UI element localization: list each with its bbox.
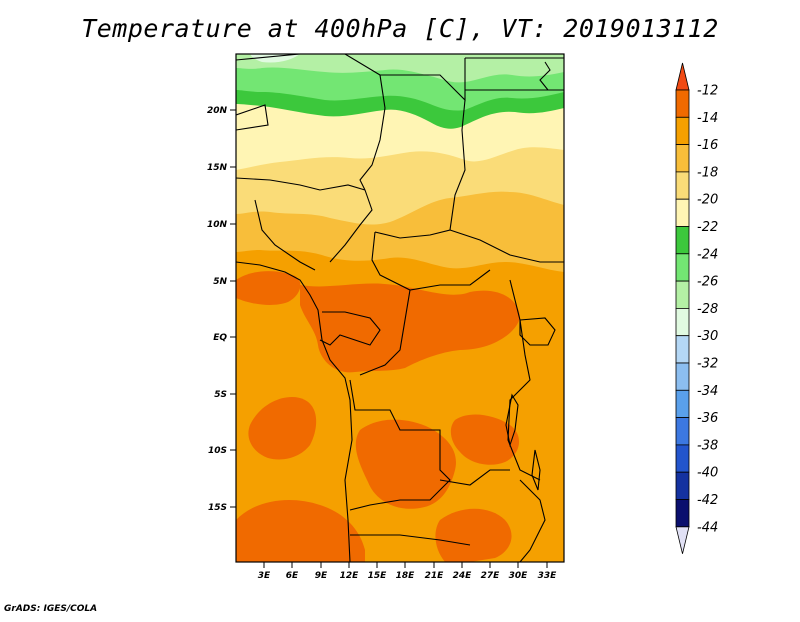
lat-label: 15N — [207, 163, 228, 173]
border-niger-west — [236, 104, 269, 131]
border-sudan-chad — [374, 99, 466, 239]
colorbar-swatch — [675, 335, 690, 364]
field-band-28-30 — [250, 54, 300, 63]
lat-label: 10S — [208, 446, 227, 456]
lon-label: 18E — [396, 571, 416, 581]
lat-label: 5S — [214, 390, 227, 400]
field-dark-patch-w — [236, 271, 301, 305]
colorbar-label: -36 — [697, 411, 718, 426]
border-south-sudan — [449, 229, 564, 263]
lon-label: 9E — [315, 571, 328, 581]
field-dark-patch-sw — [248, 397, 317, 460]
map-frame — [235, 53, 565, 563]
chart-title: Temperature at 400hPa [C], VT: 201901311… — [81, 14, 719, 43]
lat-label: EQ — [213, 333, 227, 343]
colorbar-swatch — [675, 253, 690, 282]
colorbar-bottom-arrow — [675, 526, 690, 554]
border-east-africa — [507, 279, 541, 481]
colorbar-label: -18 — [697, 165, 718, 180]
colorbar-label: -26 — [697, 275, 718, 290]
lon-label: 24E — [453, 571, 473, 581]
lon-label: 27E — [481, 571, 501, 581]
colorbar-label: -42 — [697, 493, 718, 508]
border-congo-drc — [359, 289, 411, 376]
field-band-26-28 — [236, 54, 564, 83]
lon-label: 12E — [340, 571, 360, 581]
colorbar-label: -40 — [697, 466, 718, 481]
colorbar-swatch — [675, 171, 690, 200]
border-nigeria-cameroon — [254, 199, 316, 271]
colorbar-label: -22 — [697, 220, 718, 235]
colorbar-swatch — [675, 471, 690, 500]
coastline-west — [236, 261, 353, 562]
colorbar-swatch — [675, 499, 690, 528]
colorbar-swatch — [675, 307, 690, 337]
grads-credit: GrADS: IGES/COLA — [4, 604, 98, 614]
lon-label: 33E — [538, 571, 558, 581]
lon-label: 30E — [509, 571, 529, 581]
lake-tanganyika — [505, 393, 519, 448]
border-angola — [349, 379, 451, 511]
temperature-field — [236, 54, 564, 562]
colorbar-swatch — [675, 389, 690, 418]
colorbar-label: -16 — [697, 138, 718, 153]
border-libya-chad — [236, 54, 386, 191]
lon-axis: 3E 6E 9E 12E 15E 18E 21E 24E 27E 30E 33E — [258, 562, 557, 581]
colorbar-label: -28 — [697, 302, 718, 317]
colorbar-swatch — [675, 280, 690, 309]
border-chad-cameroon — [329, 189, 373, 263]
border-niger-nigeria — [236, 177, 366, 191]
colorbar-swatch — [675, 89, 690, 118]
colorbar-swatch — [675, 144, 690, 173]
colorbar-swatch — [675, 226, 690, 255]
colorbar-swatch — [675, 116, 690, 146]
field-dark-patch-e — [450, 414, 520, 465]
colorbar-label: -30 — [697, 329, 718, 344]
border-namibia — [350, 534, 471, 546]
colorbar-label: -12 — [697, 84, 718, 99]
lon-label: 21E — [425, 571, 445, 581]
lat-axis: 20N 15N 10N 5N EQ 5S 10S 15S — [207, 106, 236, 513]
colorbar-label: -38 — [697, 438, 718, 453]
border-gabon — [319, 311, 381, 346]
border-zambia — [439, 469, 510, 486]
country-borders — [236, 54, 564, 562]
field-dark-patch-s1 — [355, 419, 456, 509]
colorbar-label: -14 — [697, 111, 718, 126]
colorbar-label: -32 — [697, 357, 718, 372]
colorbar-label: -34 — [697, 384, 718, 399]
field-dark-patch-s2 — [236, 500, 365, 562]
colorbar-label: -20 — [697, 193, 718, 208]
field-dark-patch-center — [300, 283, 520, 373]
border-egypt-sudan — [380, 58, 466, 102]
lake-victoria — [519, 317, 556, 346]
colorbar-top-arrow — [675, 62, 690, 91]
lat-label: 10N — [207, 220, 228, 230]
lon-label: 3E — [258, 571, 271, 581]
colorbar-swatch — [675, 444, 690, 473]
lat-label: 15S — [208, 503, 227, 513]
border-mozambique — [519, 479, 546, 562]
colorbar-label: -24 — [697, 247, 718, 262]
field-dark-patch-se — [435, 508, 512, 562]
lon-label: 15E — [368, 571, 388, 581]
lat-label: 20N — [207, 106, 228, 116]
colorbar: -12 -14 -16 -18 -20 -22 -24 -26 -28 -30 -32 -34 -36 -… — [675, 62, 718, 554]
colorbar-swatch — [675, 417, 690, 446]
lake-malawi — [531, 449, 541, 491]
lon-label: 6E — [286, 571, 299, 581]
lat-label: 5N — [213, 277, 227, 287]
nile-egypt — [539, 61, 551, 91]
colorbar-swatch — [675, 362, 690, 391]
colorbar-swatch — [675, 198, 690, 227]
colorbar-label: -44 — [697, 520, 718, 535]
